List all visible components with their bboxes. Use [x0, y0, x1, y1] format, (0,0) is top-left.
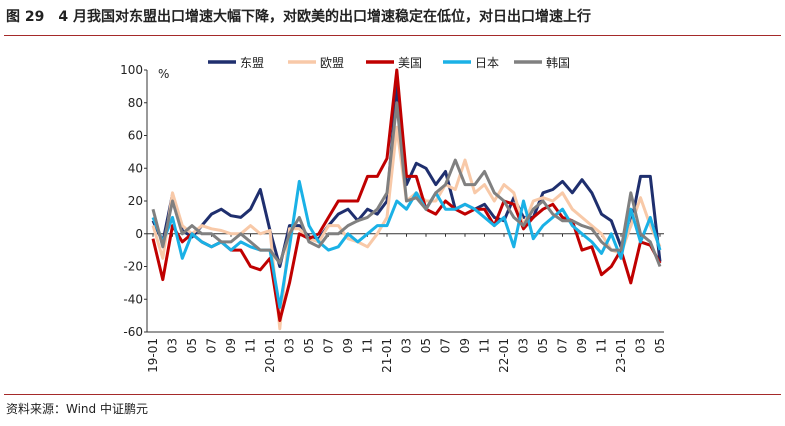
x-tick-label: 07	[439, 338, 453, 353]
legend-label: 美国	[398, 56, 422, 70]
title-bar: 图 29 4 月我国对东盟出口增速大幅下降，对欧美的出口增速稳定在低位，对日出口增…	[6, 6, 605, 26]
x-tick-label: 03	[283, 338, 297, 353]
y-tick-label: 0	[135, 227, 143, 241]
unit-label: %	[158, 67, 169, 81]
y-tick-label: -20	[123, 260, 143, 274]
x-tick-label: 22-01	[497, 338, 511, 373]
source: 资料来源：Wind 中证鹏元	[6, 402, 148, 416]
y-tick-label: -40	[123, 292, 143, 306]
x-tick-label: 19-01	[146, 338, 160, 373]
x-tick-label: 11	[478, 338, 492, 353]
series-line	[151, 84, 662, 268]
figure-title: 4 月我国对东盟出口增速大幅下降，对欧美的出口增速稳定在低位，对日出口增速上行	[58, 9, 591, 25]
x-tick-label: 21-01	[380, 338, 394, 373]
figure-label: 图 29	[6, 9, 45, 25]
y-tick-label: -60	[123, 325, 143, 339]
legend-label: 欧盟	[320, 56, 344, 70]
series-line	[151, 125, 662, 331]
x-tick-label: 05	[536, 338, 550, 353]
y-tick-label: 60	[128, 129, 143, 143]
legend-label: 韩国	[546, 55, 570, 70]
y-tick-label: 20	[128, 194, 143, 208]
x-tick-label: 05	[419, 338, 433, 353]
y-tick-label: 80	[128, 96, 143, 110]
y-tick-label: 100	[120, 63, 143, 77]
series-line	[151, 68, 662, 322]
x-tick-label: 20-01	[263, 338, 277, 373]
x-tick-label: 07	[205, 338, 219, 353]
x-tick-label: 05	[653, 338, 667, 353]
legend-label: 东盟	[240, 56, 264, 70]
x-tick-label: 23-01	[614, 338, 628, 373]
x-tick-label: 05	[302, 338, 316, 353]
x-tick-label: 05	[185, 338, 199, 353]
legend-label: 日本	[475, 56, 499, 70]
x-tick-label: 03	[634, 338, 648, 353]
x-tick-label: 03	[166, 338, 180, 353]
x-tick-label: 09	[224, 338, 238, 353]
x-tick-label: 07	[556, 338, 570, 353]
x-tick-label: 09	[575, 338, 589, 353]
y-tick-label: 40	[128, 161, 143, 175]
x-tick-label: 09	[341, 338, 355, 353]
series-line	[151, 179, 662, 309]
x-tick-label: 03	[517, 338, 531, 353]
source-rule	[4, 394, 781, 395]
x-tick-label: 11	[244, 338, 258, 353]
series-line	[151, 101, 662, 268]
x-tick-label: 09	[458, 338, 472, 353]
x-tick-label: 03	[400, 338, 414, 353]
x-tick-label: 11	[361, 338, 375, 353]
x-tick-label: 07	[322, 338, 336, 353]
title-rule	[4, 35, 781, 36]
x-tick-label: 11	[595, 338, 609, 353]
